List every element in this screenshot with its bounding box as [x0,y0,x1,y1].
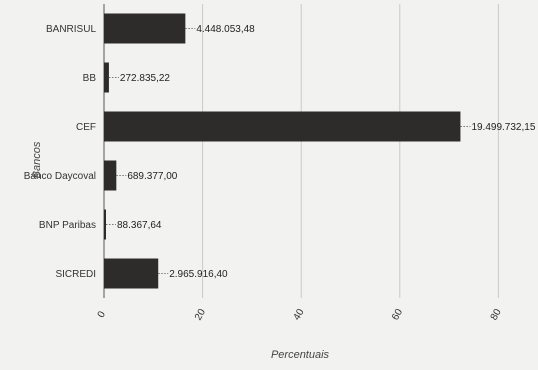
gridlines [103,4,499,298]
category-label: BNP Paribas [39,220,96,231]
value-labels: 4.448.053,48 272.835,22 19.499.732,15 689.3… [117,24,536,280]
bar [104,62,109,93]
bar [104,13,186,44]
category-label: CEF [76,122,96,133]
bars [104,13,461,289]
x-tick-label: 60 [390,307,405,323]
category-label: BB [83,73,97,84]
value-label: 272.835,22 [120,73,170,84]
x-tick-label: 0 [96,309,109,320]
x-tick-label: 40 [291,307,306,323]
bar [104,160,117,191]
x-tick-labels: 0 20 40 60 80 [96,307,504,323]
value-label: 88.367,64 [117,220,162,231]
category-labels: BANRISUL BB CEF Banco Daycoval BNP Paribas SI… [24,24,97,280]
value-label: 689.377,00 [127,171,177,182]
value-label: 2.965.916,40 [169,269,228,280]
leader-lines [106,28,471,274]
category-label: Banco Daycoval [24,171,96,182]
bar [104,111,461,142]
bar [104,258,159,289]
y-axis-title: Bancos [31,141,43,178]
value-label: 19.499.732,15 [471,122,535,133]
category-label: BANRISUL [46,24,96,35]
x-tick-label: 80 [489,307,504,323]
x-axis-title: Percentuais [271,349,330,361]
x-tick-label: 20 [193,307,208,323]
category-label: SICREDI [55,269,96,280]
value-label: 4.448.053,48 [196,24,255,35]
bar [104,209,106,240]
